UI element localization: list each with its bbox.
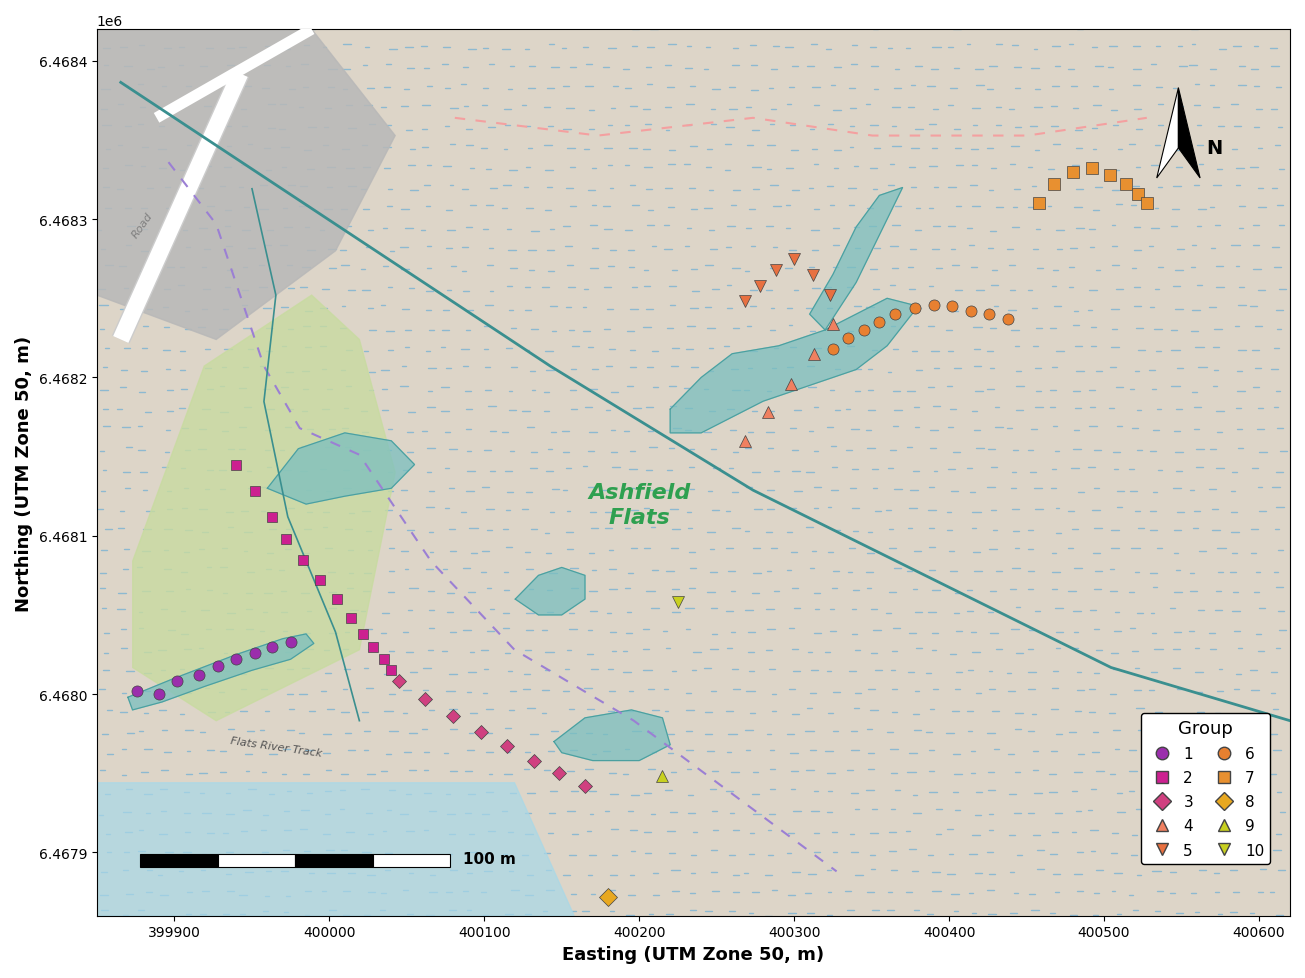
Polygon shape [809,189,903,331]
Polygon shape [128,635,313,710]
Text: 100 m: 100 m [462,852,515,867]
Bar [218,854,295,867]
Legend: 1, 2, 3, 4, 5, 6, 7, 8, 9, 10: 1, 2, 3, 4, 5, 6, 7, 8, 9, 10 [1141,713,1270,864]
Polygon shape [97,30,395,340]
Polygon shape [268,433,415,505]
Text: Road: Road [130,210,154,240]
Polygon shape [555,710,671,761]
X-axis label: Easting (UTM Zone 50, m): Easting (UTM Zone 50, m) [562,945,825,963]
Text: N: N [1206,139,1223,158]
Text: Flats River Track: Flats River Track [230,735,322,758]
Polygon shape [1178,89,1201,179]
Polygon shape [671,299,919,433]
Bar [295,854,373,867]
Polygon shape [133,295,395,721]
Polygon shape [1156,89,1178,179]
Bar [140,854,218,867]
Text: Ashfield
Flats: Ashfield Flats [589,482,690,527]
Bar [373,854,450,867]
Y-axis label: Northing (UTM Zone 50, m): Northing (UTM Zone 50, m) [14,335,33,611]
Polygon shape [515,568,585,615]
Polygon shape [97,783,574,915]
